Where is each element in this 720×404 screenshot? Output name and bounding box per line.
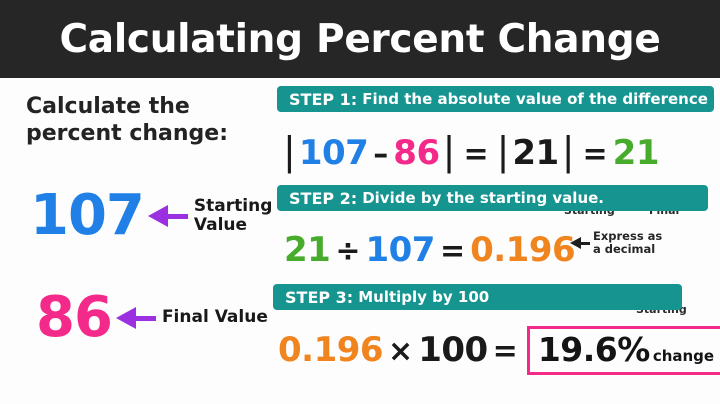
step-3-number: STEP 3:: [285, 287, 354, 307]
abs-bar-open: |: [283, 129, 296, 173]
final-value-row: 86 Final Value: [36, 290, 268, 346]
minus-operator: –: [373, 137, 389, 172]
step-2-description: Divide by the starting value.: [362, 189, 604, 207]
decimal-annotation: Express as a decimal: [570, 229, 663, 257]
abs-bar-close: |: [442, 129, 456, 173]
step-1-result: 21: [612, 133, 660, 173]
step-1-operand-a: 107: [298, 133, 369, 173]
step-1-header: STEP 1: Find the absolute value of the d…: [277, 86, 714, 112]
times-operator: ×: [388, 334, 414, 369]
divide-operator: ÷: [335, 234, 361, 269]
step-3-header: STEP 3: Multiply by 100: [273, 284, 682, 310]
abs2-bar-close: |: [561, 129, 575, 173]
arrow-left-small-icon: [570, 236, 590, 250]
step-3-description: Multiply by 100: [358, 288, 490, 306]
problem-panel: Calculate the percent change: 107 Starti…: [0, 78, 272, 404]
step-1-description: Find the absolute value of the differenc…: [362, 90, 708, 108]
arrow-left-icon: [147, 204, 188, 228]
final-answer-value: 19.6%: [537, 330, 651, 369]
step-2-number: STEP 2:: [289, 188, 358, 208]
step-3-operand-a: 0.196: [278, 330, 384, 370]
page-title: Calculating Percent Change: [59, 16, 661, 62]
title-bar: Calculating Percent Change: [0, 0, 720, 78]
starting-value-row: 107 Starting Value: [30, 188, 272, 244]
step-2-header: STEP 2: Divide by the starting value.: [277, 185, 708, 211]
final-value-label: Final Value: [161, 307, 268, 328]
step-2-operand-a: 21: [284, 230, 331, 270]
abs2-bar-open: |: [496, 129, 510, 173]
problem-prompt: Calculate the percent change:: [26, 94, 228, 146]
step-2-operand-b: 107: [365, 230, 435, 270]
step-2-equation: 21 ÷ 107 = 0.196: [284, 230, 576, 270]
step-3-equation: 0.196 × 100 = 19.6% change: [278, 326, 720, 375]
step-1-number: STEP 1:: [289, 89, 358, 109]
decimal-annotation-line1: Express as: [593, 229, 663, 243]
equals-operator: =: [492, 334, 518, 369]
arrow-left-icon: [115, 306, 156, 330]
step-2-result: 0.196: [470, 230, 576, 270]
starting-value-label: Starting Value: [193, 195, 273, 235]
equals-operator: =: [463, 137, 489, 172]
step-1-difference: 21: [512, 133, 559, 173]
decimal-annotation-text: Express as a decimal: [593, 229, 663, 257]
starting-value: 107: [30, 183, 145, 248]
step-1-equation: | 107 – 86 | = | 21 | = 21: [280, 129, 660, 173]
final-answer-box: 19.6% change: [526, 326, 720, 375]
equals-operator: =: [439, 234, 466, 269]
final-answer-suffix: change: [652, 347, 715, 365]
decimal-annotation-line2: a decimal: [593, 242, 656, 257]
steps-panel: STEP 1: Find the absolute value of the d…: [268, 78, 720, 404]
step-3-operand-b: 100: [418, 330, 488, 370]
equals-operator-2: =: [582, 137, 608, 172]
step-1-operand-b: 86: [393, 133, 440, 173]
final-value: 86: [36, 285, 113, 350]
